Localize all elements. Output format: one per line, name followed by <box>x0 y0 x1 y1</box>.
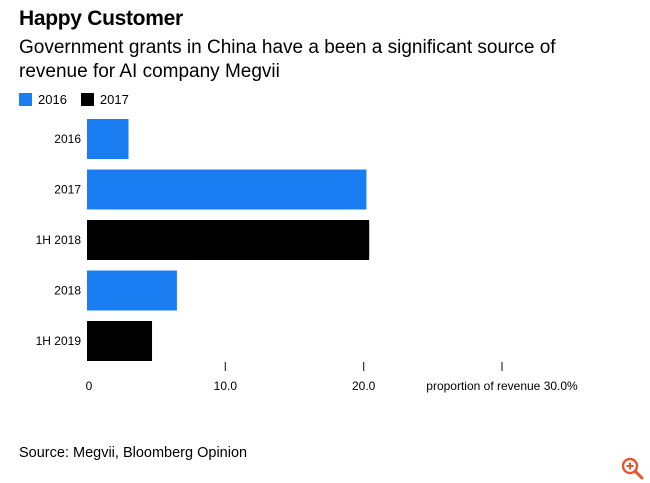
bar-2016 <box>87 119 129 159</box>
bar-2018 <box>87 270 177 311</box>
category-label-2018: 2018 <box>54 284 81 298</box>
chart-title: Happy Customer <box>19 7 183 30</box>
chart-subtitle: Government grants in China have a been a… <box>19 37 556 82</box>
x-tick-label: proportion of revenue 30.0% <box>426 379 578 393</box>
category-label-2017: 2017 <box>54 183 81 197</box>
category-label-1h-2018: 1H 2018 <box>36 233 82 247</box>
x-tick-label: 0 <box>86 379 93 393</box>
legend-item-2016: 2016 <box>19 92 67 107</box>
legend-label-2016: 2016 <box>38 92 67 107</box>
legend-label-2017: 2017 <box>99 92 129 107</box>
bar-chart: 2016 2017 1H 2018 2018 1H 2019 0 10.0 20.0 propo… <box>36 119 578 393</box>
legend-swatch-2017 <box>80 93 94 106</box>
legend-swatch-2016 <box>19 93 32 106</box>
legend-item-2017: 2017 <box>80 92 129 107</box>
x-tick-label: 20.0 <box>352 379 376 393</box>
zoom-in-icon[interactable] <box>620 456 644 480</box>
bar-1h-2018 <box>87 220 370 260</box>
bar-1h-2019 <box>87 321 153 361</box>
x-tick-label: 10.0 <box>214 379 238 393</box>
category-label-2016: 2016 <box>54 132 81 146</box>
legend: 2016 2017 <box>19 92 143 107</box>
source-note: Source: Megvii, Bloomberg Opinion <box>19 445 248 461</box>
category-label-1h-2019: 1H 2019 <box>36 334 82 348</box>
bar-2017 <box>87 169 367 210</box>
